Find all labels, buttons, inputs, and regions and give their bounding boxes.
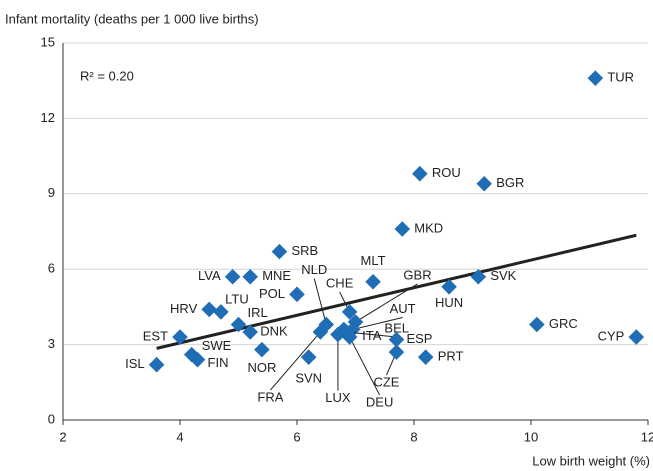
point-label: SVK	[490, 268, 516, 283]
point	[289, 286, 305, 303]
point-label: CYP	[598, 328, 625, 343]
y-axis-label: Infant mortality (deaths per 1 000 live …	[5, 11, 259, 26]
point-label: PRT	[438, 349, 464, 364]
leader-line	[349, 336, 381, 396]
y-tick-label: 6	[48, 261, 55, 276]
point-label: BEL	[384, 320, 409, 335]
point-label: CHE	[326, 275, 354, 290]
point	[148, 356, 165, 373]
point-label: NOR	[247, 360, 276, 375]
point	[587, 70, 604, 86]
point	[201, 301, 218, 318]
y-tick-label: 3	[48, 336, 55, 351]
point-label: LUX	[325, 390, 351, 405]
leader-line	[346, 331, 397, 338]
point-label: ISL	[125, 356, 145, 371]
point	[529, 316, 545, 333]
x-tick-label: 2	[59, 429, 66, 444]
point	[365, 273, 381, 290]
x-tick-label: 8	[410, 429, 417, 444]
point	[394, 221, 411, 237]
point	[242, 268, 258, 285]
point-label: TUR	[607, 70, 634, 85]
x-axis-label: Low birth weight (%)	[532, 453, 650, 468]
leader-line	[270, 331, 321, 391]
point-label: FRA	[257, 389, 283, 404]
point-label: SWE	[202, 338, 232, 353]
y-tick-label: 9	[48, 185, 55, 200]
point-label: SRB	[291, 243, 318, 258]
y-tick-label: 0	[48, 411, 55, 426]
point	[172, 329, 188, 345]
point	[189, 351, 206, 368]
leader-line	[352, 317, 403, 331]
point-label: LTU	[225, 291, 249, 306]
point-label: MLT	[361, 253, 386, 268]
y-tick-label: 12	[41, 110, 55, 125]
point-label: ESP	[406, 331, 432, 346]
point-label: HRV	[170, 301, 198, 316]
point	[476, 175, 492, 192]
point-label: MKD	[414, 220, 443, 235]
point	[230, 316, 247, 333]
point-label: GBR	[403, 267, 431, 282]
point	[224, 268, 241, 285]
point-label: AUT	[390, 301, 416, 316]
point-label: FIN	[208, 355, 229, 370]
point-label: CZE	[373, 375, 399, 390]
point-label: HUN	[435, 295, 463, 310]
y-tick-label: 15	[41, 34, 55, 49]
point-label: EST	[143, 328, 168, 343]
point	[417, 349, 434, 365]
x-tick-label: 12	[641, 429, 653, 444]
point-label: DNK	[260, 323, 288, 338]
point-label: POL	[259, 286, 285, 301]
x-tick-label: 4	[176, 429, 183, 444]
x-tick-label: 6	[293, 429, 300, 444]
leader-line	[355, 283, 418, 323]
point-label: IRL	[248, 305, 268, 320]
point-label: ROU	[432, 165, 461, 180]
point-label: GRC	[549, 316, 578, 331]
point-label: SVN	[295, 371, 322, 386]
x-tick-label: 10	[524, 429, 538, 444]
point-label: ITA	[362, 328, 382, 343]
point-label: BGR	[496, 175, 524, 190]
annotation: R² = 0.20	[80, 68, 134, 83]
point	[271, 243, 288, 260]
point-label: NLD	[301, 262, 327, 277]
point-label: MNE	[262, 268, 291, 283]
point	[628, 329, 645, 345]
point-label: DEU	[366, 394, 393, 409]
point	[242, 324, 258, 340]
point	[213, 304, 229, 320]
leader-line	[313, 278, 327, 325]
point-label: LVA	[198, 268, 221, 283]
point	[412, 165, 428, 182]
